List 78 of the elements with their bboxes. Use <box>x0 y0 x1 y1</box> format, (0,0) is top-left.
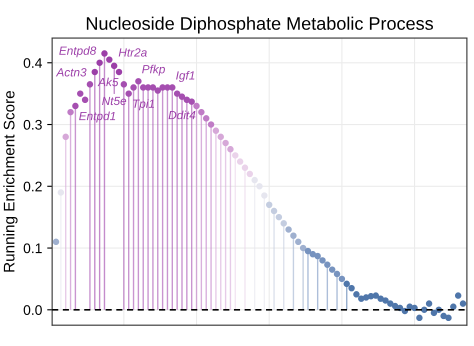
data-label: Pfkp <box>142 64 165 76</box>
point <box>276 214 282 220</box>
data-label: Igf1 <box>176 70 194 82</box>
point <box>304 248 312 254</box>
point <box>454 292 462 299</box>
data-label: Actn3 <box>56 68 86 76</box>
point <box>300 244 306 252</box>
point <box>110 62 118 70</box>
y-tick-label: 0.1 <box>24 243 42 254</box>
point <box>218 134 224 140</box>
point <box>58 189 64 196</box>
point <box>251 176 258 184</box>
point <box>222 140 229 146</box>
point <box>270 208 278 214</box>
point <box>120 81 128 88</box>
point <box>106 56 113 63</box>
y-tick-label: 0.3 <box>24 120 42 130</box>
point <box>382 297 389 304</box>
point <box>135 78 142 84</box>
point <box>86 81 94 88</box>
point <box>445 314 452 322</box>
point <box>208 121 214 128</box>
point <box>169 84 176 91</box>
point <box>450 304 457 310</box>
point <box>353 291 360 298</box>
point <box>72 102 79 110</box>
point <box>96 60 103 66</box>
point <box>460 300 466 307</box>
point <box>178 94 186 100</box>
point <box>198 108 205 116</box>
point <box>314 252 321 260</box>
point <box>188 98 195 105</box>
point <box>295 238 302 246</box>
point <box>101 50 108 57</box>
point <box>67 108 74 116</box>
point <box>348 284 355 292</box>
point <box>227 146 234 152</box>
point <box>203 115 210 122</box>
chart-title: Nucleoside Diphosphate Metabolic Process <box>86 16 433 34</box>
point <box>232 152 238 159</box>
point <box>280 220 287 227</box>
point <box>256 183 263 190</box>
point <box>246 170 254 178</box>
point <box>372 292 379 299</box>
point <box>411 304 418 312</box>
y-axis-title: Running Enrichment Score <box>3 91 18 272</box>
point <box>126 90 132 97</box>
data-label: Entpd8 <box>59 46 96 58</box>
y-tick-label: 0.4 <box>24 58 42 68</box>
point <box>319 257 326 264</box>
point <box>193 102 200 110</box>
point <box>116 68 122 76</box>
point <box>290 232 297 239</box>
point <box>430 310 438 316</box>
point <box>236 158 244 165</box>
point <box>266 202 272 208</box>
point <box>261 192 268 199</box>
point <box>334 270 340 278</box>
point <box>52 238 60 246</box>
point <box>92 68 98 76</box>
point <box>324 262 331 268</box>
y-tick-label: 0.2 <box>24 182 42 192</box>
point <box>212 128 220 134</box>
point <box>174 90 180 97</box>
point <box>242 164 248 171</box>
y-tick-label: 0.0 <box>24 305 42 315</box>
point <box>150 84 156 91</box>
point <box>154 87 161 94</box>
point <box>310 251 316 258</box>
point <box>329 266 336 273</box>
data-label: Htr2a <box>118 48 147 57</box>
point <box>426 300 432 307</box>
point <box>285 226 292 233</box>
point <box>62 134 69 140</box>
point <box>387 300 394 307</box>
point <box>416 314 423 322</box>
point <box>130 84 137 91</box>
point <box>338 276 346 282</box>
